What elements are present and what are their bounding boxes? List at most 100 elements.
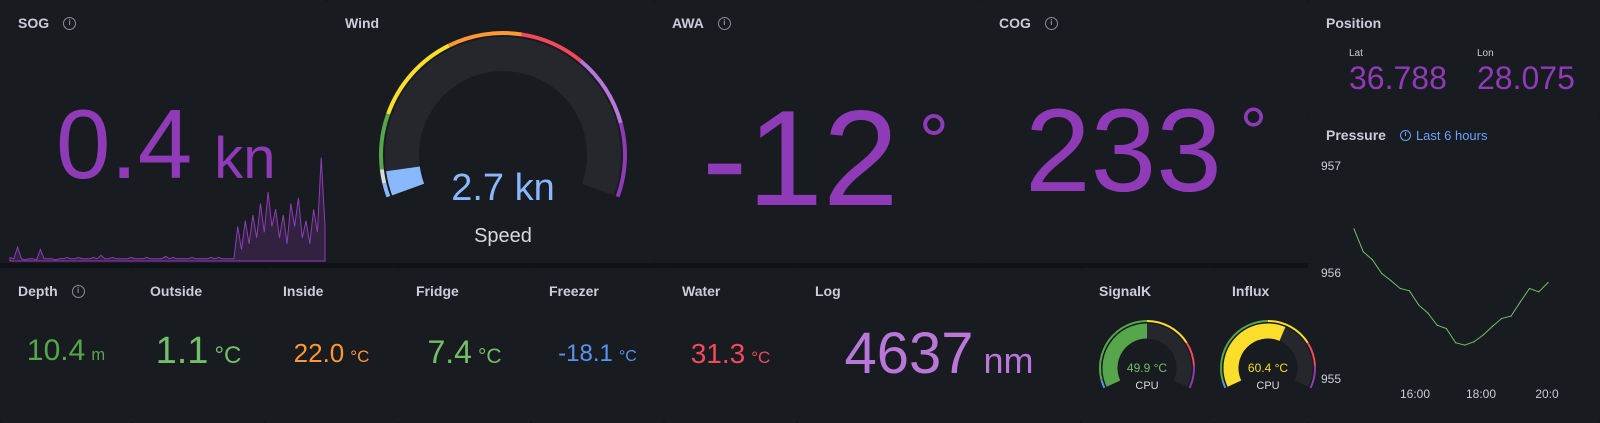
cog-panel: COG i 233 ° — [981, 0, 1308, 263]
signalk-gauge-label: CPU — [1135, 380, 1158, 392]
inside-value: 22.0 °C — [265, 338, 398, 369]
pressure-point — [1455, 342, 1457, 344]
pressure-point — [1473, 341, 1475, 343]
log-title: Log — [815, 283, 841, 299]
awa-value: -12 ° — [702, 90, 949, 226]
log-value-text: 4637 — [844, 321, 974, 386]
fridge-unit: °C — [477, 345, 502, 368]
cpu-gauge-fill — [1102, 323, 1148, 387]
outside-title-text: Outside — [150, 283, 203, 299]
depth-title-text: Depth — [18, 283, 58, 299]
info-icon[interactable]: i — [717, 16, 731, 30]
sog-value: 0.4 kn — [56, 95, 276, 193]
info-icon[interactable]: i — [63, 16, 77, 30]
signalk-gauge-value: 49.9 °C — [1127, 361, 1167, 375]
cpu-threshold-band — [1185, 342, 1195, 366]
pressure-point — [1510, 315, 1512, 317]
pressure-point — [1399, 287, 1401, 290]
fridge-value: 7.4 °C — [398, 334, 531, 371]
depth-title: Depth i — [18, 283, 85, 299]
info-icon[interactable]: i — [71, 284, 85, 298]
wind-panel: Wind 2.7 kn Speed — [327, 0, 654, 263]
water-title-text: Water — [682, 283, 721, 299]
wind-title: Wind — [345, 15, 379, 31]
freezer-unit: °C — [618, 348, 637, 365]
lon-label: Lon — [1477, 48, 1494, 59]
cpu-threshold-band — [1306, 342, 1316, 366]
signalk-gauge: 49.9 °C CPU — [1099, 320, 1195, 392]
pressure-title: Pressure Last 6 hours — [1326, 127, 1487, 143]
pressure-point — [1427, 312, 1429, 314]
info-icon[interactable]: i — [1044, 16, 1058, 30]
wind-threshold-band — [521, 32, 583, 63]
influx-title: Influx — [1232, 283, 1269, 299]
outside-value-text: 1.1 — [155, 330, 209, 372]
signalk-panel: SignalK 49.9 °C CPU — [1081, 268, 1214, 423]
wind-gauge: 2.7 kn Speed — [379, 31, 627, 247]
depth-panel: Depth i 10.4 m — [0, 268, 132, 423]
water-value: 31.3 °C — [664, 338, 797, 370]
outside-value: 1.1 °C — [132, 330, 265, 373]
cpu-threshold-band — [1100, 380, 1106, 389]
awa-title: AWA i — [672, 15, 731, 31]
wind-threshold-band — [579, 59, 623, 124]
cpu-threshold-band — [1220, 320, 1269, 382]
outside-panel: Outside 1.1 °C — [132, 268, 265, 423]
inside-title-text: Inside — [283, 283, 324, 299]
signalk-title-text: SignalK — [1099, 283, 1152, 299]
pressure-chart: 957 956 955 16:00 18:00 20:0 — [1321, 159, 1559, 401]
lat-value: 36.788 — [1349, 60, 1447, 96]
freezer-panel: Freezer -18.1 °C — [531, 268, 664, 423]
time-range-badge[interactable]: Last 6 hours — [1399, 127, 1488, 143]
pressure-point — [1519, 301, 1521, 303]
sog-unit: kn — [214, 126, 276, 191]
pressure-point — [1464, 344, 1466, 346]
fridge-value-text: 7.4 — [427, 334, 472, 370]
pressure-point — [1538, 291, 1540, 293]
wind-threshold-band — [386, 43, 450, 115]
wind-threshold-band — [382, 182, 391, 198]
pressure-point — [1501, 317, 1503, 320]
inside-unit: °C — [350, 347, 370, 366]
x-tick-label: 16:00 — [1400, 387, 1430, 401]
pressure-point — [1436, 324, 1438, 326]
lat-label: Lat — [1349, 48, 1363, 59]
pressure-point — [1381, 272, 1383, 275]
pressure-point — [1491, 325, 1494, 327]
x-tick-label: 20:0 — [1535, 387, 1559, 401]
pressure-panel: Pressure Last 6 hours 957 956 955 16:00 … — [1308, 115, 1600, 423]
influx-title-text: Influx — [1232, 283, 1270, 299]
sog-title: SOG i — [18, 15, 77, 31]
inside-title: Inside — [283, 283, 323, 299]
x-tick-label: 18:00 — [1466, 387, 1496, 401]
time-range-text: Last 6 hours — [1415, 127, 1488, 143]
position-title: Position — [1326, 15, 1381, 31]
wind-gauge-track — [385, 37, 621, 196]
influx-panel: Influx 60.4 °C CPU — [1214, 268, 1316, 423]
pressure-point — [1408, 290, 1411, 292]
pressure-point — [1371, 259, 1374, 261]
freezer-value-text: -18.1 — [558, 340, 613, 367]
fridge-panel: Fridge 7.4 °C — [398, 268, 531, 423]
wind-gauge-label: Speed — [474, 225, 532, 247]
pressure-point — [1390, 280, 1392, 282]
awa-value-text: -12 — [702, 82, 899, 234]
cog-unit: ° — [1239, 94, 1268, 170]
pressure-point — [1362, 251, 1364, 253]
pressure-point — [1482, 334, 1484, 336]
cpu-threshold-band — [1309, 365, 1316, 389]
cpu-threshold-band — [1099, 320, 1148, 382]
pressure-point — [1353, 228, 1355, 230]
cpu-threshold-band — [1267, 320, 1309, 344]
cpu-threshold-band — [1146, 320, 1188, 344]
wind-threshold-band — [615, 122, 627, 198]
awa-unit: ° — [918, 99, 949, 184]
freezer-value: -18.1 °C — [531, 340, 664, 368]
y-tick-label: 956 — [1321, 266, 1341, 280]
cpu-threshold-band — [1188, 365, 1195, 389]
position-panel: Position Lat 36.788 Lon 28.075 — [1308, 0, 1600, 115]
log-unit: nm — [983, 340, 1034, 381]
awa-title-text: AWA — [672, 15, 704, 31]
pressure-point — [1528, 287, 1531, 290]
clock-icon — [1399, 129, 1411, 141]
